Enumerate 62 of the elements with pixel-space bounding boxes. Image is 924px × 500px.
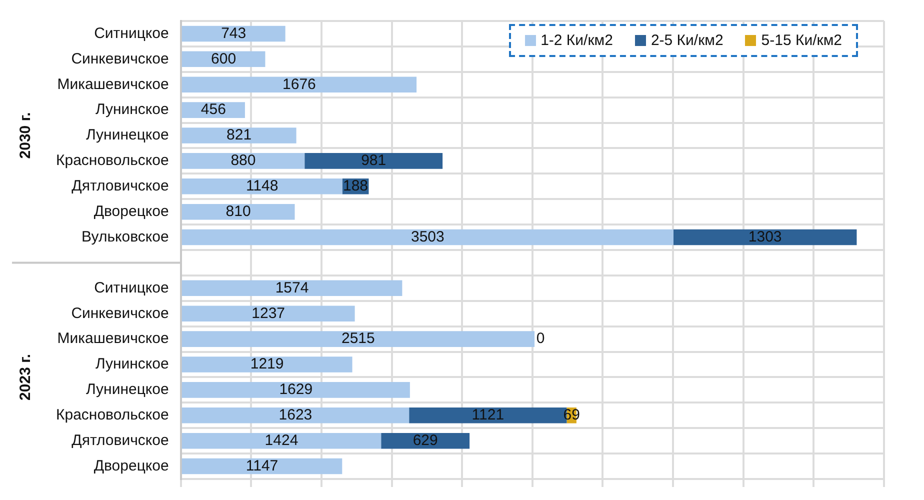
data-label: 981 xyxy=(361,152,386,170)
data-label: 1629 xyxy=(279,381,313,398)
bar xyxy=(182,128,296,144)
y-tick-label: Дятловичское xyxy=(72,178,169,195)
y-tick-label: Лунинецкое xyxy=(86,126,169,144)
bar xyxy=(182,280,402,296)
data-label: 1623 xyxy=(278,406,312,424)
y-tick-label: Лунинецкое xyxy=(86,381,169,398)
y-tick-label: Микашевичское xyxy=(57,76,169,93)
text: 2023 г. xyxy=(17,354,34,400)
data-label: 1303 xyxy=(748,228,782,246)
bar xyxy=(182,408,410,424)
legend-label: 1-2 Ки/км2 xyxy=(540,32,613,49)
bar xyxy=(182,306,355,322)
y-tick-label: Микашевичское xyxy=(57,330,169,348)
data-label: 456 xyxy=(200,101,226,118)
data-label: 1424 xyxy=(264,432,298,449)
y-tick-label: Красновольское xyxy=(56,406,169,424)
y-tick-label: Вульковское xyxy=(81,228,169,246)
data-label: 0 xyxy=(536,330,545,348)
bar xyxy=(673,229,857,246)
data-label: 821 xyxy=(226,126,252,144)
data-label: 1237 xyxy=(252,304,286,322)
data-label: 743 xyxy=(221,24,246,42)
data-label: 629 xyxy=(412,432,438,449)
y-tick-label: Синкевичское xyxy=(71,50,169,68)
y-tick-label: Лунинское xyxy=(95,356,169,373)
data-label: 810 xyxy=(226,202,251,220)
data-label: 3503 xyxy=(410,228,444,246)
y-tick-label: Красновольское xyxy=(56,152,169,170)
y-tick-label: Ситницкое xyxy=(94,24,169,42)
bar xyxy=(182,76,417,92)
data-label: 1219 xyxy=(250,356,284,373)
bar xyxy=(182,331,535,347)
bar xyxy=(182,356,352,372)
bar xyxy=(182,229,674,246)
bar xyxy=(182,153,305,169)
legend-label: 2-5 Ки/км2 xyxy=(650,32,724,49)
y-tick-label: Ситницкое xyxy=(94,279,169,296)
bar xyxy=(182,26,286,42)
bar xyxy=(182,204,295,220)
bar xyxy=(182,432,382,449)
y-tick-label: Дворецкое xyxy=(94,457,169,474)
data-label: 1121 xyxy=(472,406,504,424)
data-label: 880 xyxy=(230,152,256,170)
data-label: 188 xyxy=(342,178,368,195)
data-label: 1574 xyxy=(275,279,309,296)
text: 2030 г. xyxy=(17,112,34,159)
data-label: 2515 xyxy=(342,330,375,348)
data-label: 1148 xyxy=(246,178,278,195)
data-label: 600 xyxy=(211,50,236,68)
data-label: 1676 xyxy=(282,76,316,93)
y-tick-label: Дворецкое xyxy=(94,202,169,220)
y-tick-label: Дятловичское xyxy=(72,432,169,449)
data-label: 1147 xyxy=(246,457,278,474)
bar xyxy=(304,153,443,169)
bar xyxy=(182,178,342,194)
bar xyxy=(182,382,410,398)
y-tick-label: Синкевичское xyxy=(71,304,169,322)
bar xyxy=(182,458,342,474)
legend-label: 5-15 Ки/км2 xyxy=(760,32,842,49)
y-tick-label: Лунинское xyxy=(95,101,169,118)
